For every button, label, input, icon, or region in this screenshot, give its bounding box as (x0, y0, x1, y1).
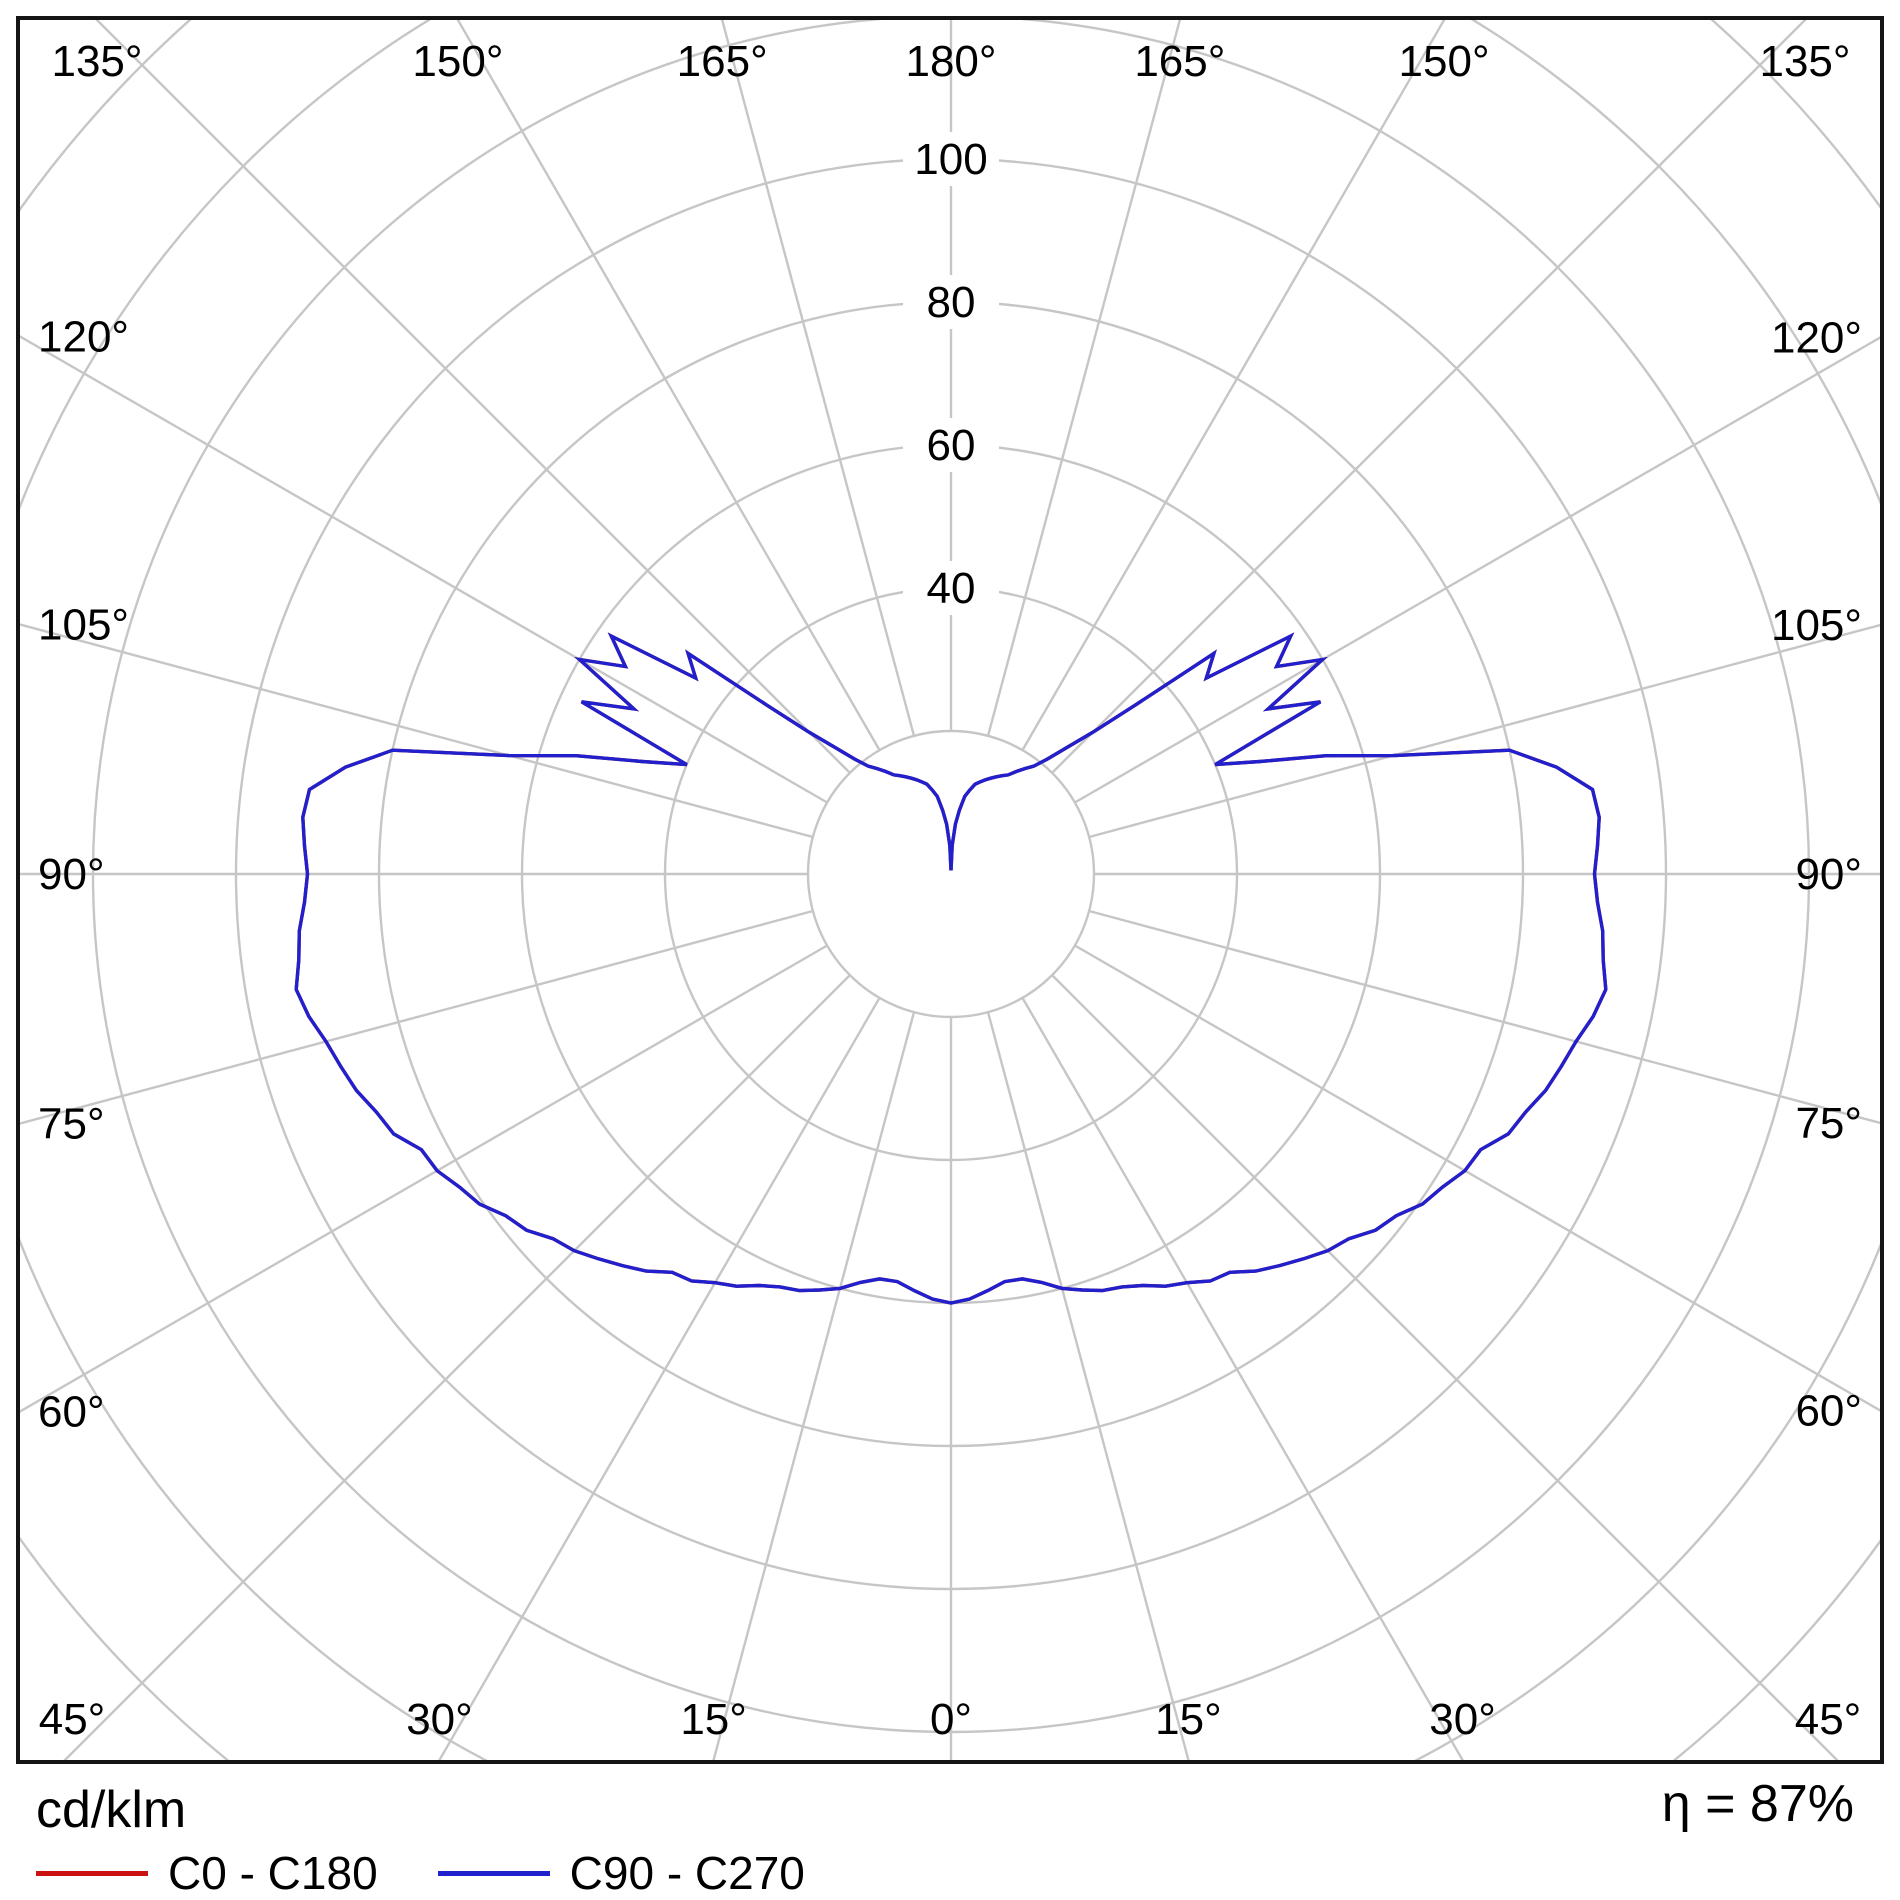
legend-item-c90-c270: C90 - C270 (437, 1847, 805, 1899)
svg-text:15°: 15° (1155, 1695, 1222, 1744)
svg-text:45°: 45° (39, 1695, 106, 1744)
svg-text:165°: 165° (677, 37, 768, 86)
svg-text:60: 60 (927, 421, 976, 470)
legend: C0 - C180 C90 - C270 (36, 1850, 865, 1896)
svg-text:0°: 0° (930, 1695, 972, 1744)
svg-text:150°: 150° (412, 37, 503, 86)
legend-swatch-red-line (36, 1870, 148, 1876)
efficiency-label: η = 87% (1661, 1775, 1854, 1833)
polar-chart: 40 60 80 100 0° 15° 15° 30° 30° 45° 45° 60° 60° 75° 75… (20, 20, 1880, 1760)
svg-text:30°: 30° (1429, 1695, 1496, 1744)
units-label: cd/klm (36, 1781, 187, 1839)
svg-text:75°: 75° (1795, 1099, 1862, 1148)
svg-text:165°: 165° (1134, 37, 1225, 86)
svg-text:45°: 45° (1795, 1695, 1862, 1744)
legend-label-c90-c270: C90 - C270 (569, 1847, 805, 1899)
svg-text:80: 80 (927, 278, 976, 327)
svg-text:30°: 30° (406, 1695, 473, 1744)
polar-plot-frame: 40 60 80 100 0° 15° 15° 30° 30° 45° 45° 60° 60° 75° 75… (16, 16, 1884, 1764)
svg-text:135°: 135° (1759, 37, 1850, 86)
svg-text:40: 40 (927, 564, 976, 613)
legend-item-c0-c180: C0 - C180 (36, 1850, 378, 1896)
svg-text:120°: 120° (1771, 314, 1862, 363)
svg-text:90°: 90° (38, 850, 105, 899)
svg-text:120°: 120° (38, 312, 129, 361)
svg-text:60°: 60° (1795, 1386, 1862, 1435)
svg-text:15°: 15° (680, 1695, 747, 1744)
svg-text:90°: 90° (1795, 850, 1862, 899)
svg-text:105°: 105° (38, 601, 129, 650)
legend-label-c0-c180: C0 - C180 (168, 1847, 378, 1899)
svg-text:60°: 60° (38, 1388, 105, 1437)
svg-text:105°: 105° (1771, 601, 1862, 650)
legend-swatch-blue-line (437, 1870, 550, 1876)
svg-text:150°: 150° (1399, 37, 1490, 86)
svg-text:180°: 180° (905, 37, 996, 86)
svg-text:75°: 75° (38, 1099, 105, 1148)
svg-text:100: 100 (914, 135, 987, 184)
svg-text:135°: 135° (51, 37, 142, 86)
